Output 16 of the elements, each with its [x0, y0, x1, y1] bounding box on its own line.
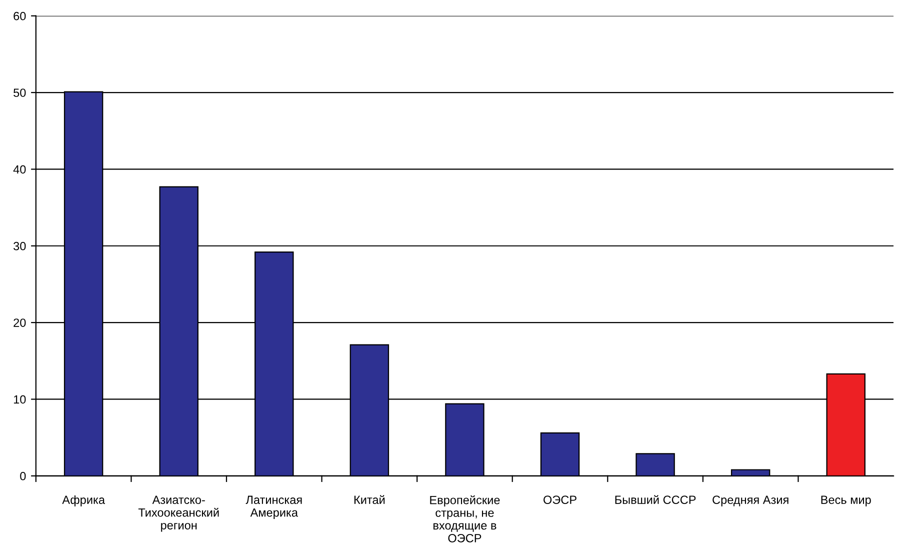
y-tick-label: 40 [13, 165, 26, 174]
y-tick-label: 60 [14, 12, 26, 20]
y-tick-label: 10 [14, 395, 26, 404]
x-tick-label: Азиатско- Тихоокеанский регион [138, 496, 219, 532]
y-tick-label: 0 [20, 472, 26, 480]
y-tick-label: 50 [14, 88, 26, 97]
y-tick-label: 30 [14, 242, 26, 250]
x-tick-label: Латинская Америка [246, 496, 302, 520]
x-tick-label: Средняя Азия [712, 496, 788, 506]
x-tick-label: Европейские страны, не входящие в ОЭСР [430, 495, 500, 542]
x-tick-label: Китай [354, 495, 385, 504]
x-tick-label: ОЭСР [544, 496, 576, 504]
y-tick-label: 20 [14, 318, 26, 327]
x-tick-label: Африка [62, 495, 105, 506]
x-tick-label: Бывший СССР [615, 495, 696, 504]
x-tick-label: Весь мир [821, 496, 871, 506]
